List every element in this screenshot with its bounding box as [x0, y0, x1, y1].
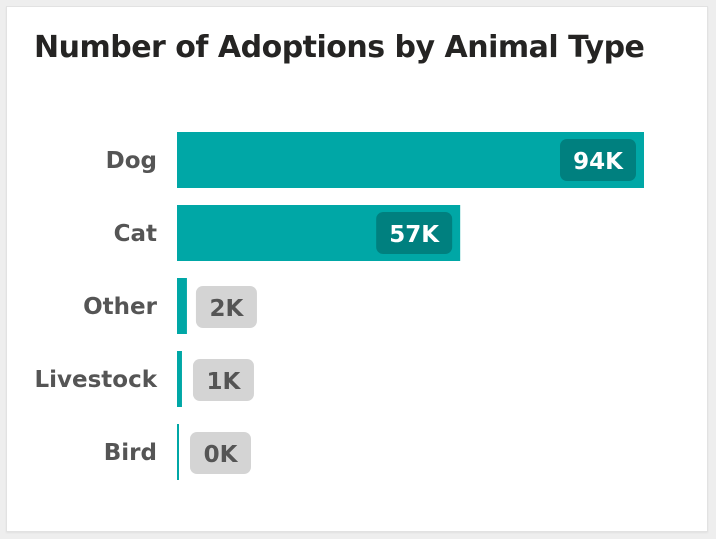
category-label: Other — [83, 294, 158, 320]
bar[interactable] — [177, 424, 179, 480]
data-label: 0K — [204, 442, 239, 468]
data-label-background — [560, 139, 636, 181]
data-label: 2K — [210, 296, 245, 322]
data-label: 1K — [207, 369, 242, 395]
bar[interactable] — [177, 278, 187, 334]
category-label: Livestock — [34, 367, 157, 393]
category-label: Bird — [104, 440, 157, 466]
data-label-background — [195, 286, 257, 328]
category-label: Cat — [114, 221, 157, 247]
data-label-background — [190, 432, 251, 474]
category-label: Dog — [106, 148, 157, 174]
chart-title: Number of Adoptions by Animal Type — [34, 30, 645, 65]
data-label: 94K — [573, 149, 624, 175]
bar[interactable] — [177, 351, 182, 407]
data-label: 57K — [389, 222, 440, 248]
data-label-background — [376, 212, 453, 254]
data-label-background — [192, 359, 254, 401]
chart-card — [6, 6, 708, 532]
